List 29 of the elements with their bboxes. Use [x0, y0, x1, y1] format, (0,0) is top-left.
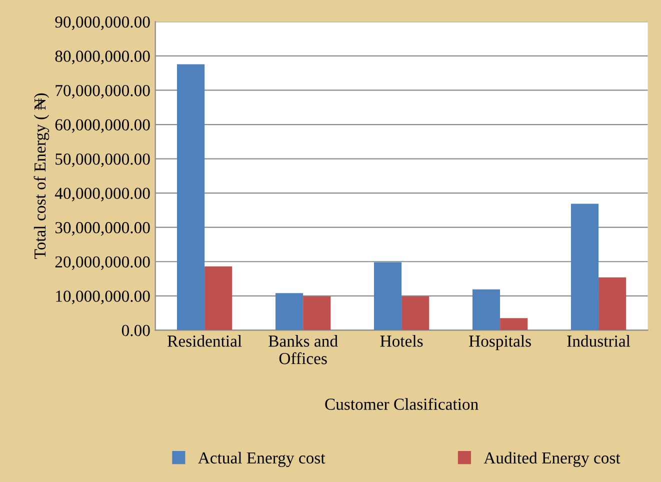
legend-label: Audited Energy cost	[484, 452, 620, 467]
x-tick-label: Industrial	[567, 335, 630, 347]
bar	[275, 293, 304, 330]
y-axis-title: Total cost of Energy ( ₦)	[34, 93, 50, 259]
y-tick-label: 80,000,000.00	[55, 50, 150, 64]
bar	[402, 296, 430, 330]
bar	[570, 204, 599, 330]
y-tick-label: 0.00	[122, 324, 150, 336]
y-tick-label: 50,000,000.00	[56, 153, 150, 168]
y-tick-label: 40,000,000.00	[54, 188, 150, 202]
bar	[303, 296, 331, 330]
y-tick-label: 90,000,000.00	[55, 16, 150, 30]
bar	[500, 318, 528, 330]
bar	[177, 64, 205, 330]
bar	[374, 262, 402, 330]
y-tick-label: 70,000,000.00	[56, 84, 150, 99]
x-tick-label: Banks and Offices	[268, 335, 338, 364]
y-tick-label: 10,000,000.00	[56, 290, 150, 304]
y-tick-label: 30,000,000.00	[55, 222, 150, 236]
bar	[598, 277, 626, 330]
y-tick-label: 20,000,000.00	[55, 256, 150, 270]
x-tick-label: Hospitals	[469, 335, 531, 350]
legend-label: Actual Energy cost	[198, 452, 326, 467]
bar	[472, 289, 500, 330]
x-tick-label: Residential	[168, 335, 242, 347]
x-tick-label: Hotels	[380, 335, 423, 347]
y-tick-label: 60,000,000.00	[55, 119, 150, 133]
x-axis-title: Customer Clasification	[325, 398, 478, 410]
bar	[204, 266, 232, 330]
